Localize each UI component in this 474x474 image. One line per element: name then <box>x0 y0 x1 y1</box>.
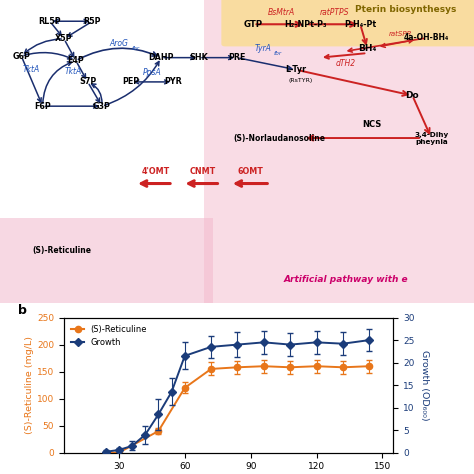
Text: L-Tyr: L-Tyr <box>286 65 307 74</box>
Text: fbr: fbr <box>274 51 282 55</box>
Text: R5P: R5P <box>84 17 101 26</box>
Text: fbr: fbr <box>132 46 140 51</box>
Text: dTH2: dTH2 <box>336 59 356 68</box>
Text: TktA: TktA <box>22 65 39 74</box>
FancyBboxPatch shape <box>0 219 213 303</box>
Text: RL5P: RL5P <box>38 17 61 26</box>
Text: AroG: AroG <box>109 39 128 48</box>
Text: Pterin biosynthesys: Pterin biosynthesys <box>355 5 456 14</box>
Text: PRE: PRE <box>228 53 246 62</box>
Text: TktA: TktA <box>65 67 82 76</box>
Text: E4P: E4P <box>67 56 84 65</box>
Text: DAHP: DAHP <box>148 53 174 62</box>
Text: 6OMT: 6OMT <box>237 167 263 176</box>
Text: S7P: S7P <box>79 77 96 86</box>
Text: GTP: GTP <box>244 20 263 29</box>
Text: BsMtrA: BsMtrA <box>267 8 295 17</box>
Text: CNMT: CNMT <box>190 167 216 176</box>
Text: ratPTPS: ratPTPS <box>319 8 349 17</box>
Text: Artificial pathway with e: Artificial pathway with e <box>284 274 408 283</box>
Text: (S)-Reticuline: (S)-Reticuline <box>32 246 91 255</box>
Text: BH₄: BH₄ <box>358 44 376 53</box>
Text: SHK: SHK <box>190 53 209 62</box>
Text: TyrA: TyrA <box>255 44 272 53</box>
FancyBboxPatch shape <box>221 0 474 46</box>
Y-axis label: (S)-Reticuline (mg/L): (S)-Reticuline (mg/L) <box>25 336 34 434</box>
Text: ratSPR: ratSPR <box>389 31 412 37</box>
Text: 3,4-Dihy
pheynla: 3,4-Dihy pheynla <box>414 131 448 145</box>
Text: b: b <box>18 304 27 317</box>
Text: PpsA: PpsA <box>142 68 161 77</box>
Text: (RsTYR): (RsTYR) <box>289 78 313 83</box>
Text: P-H₄-Pt: P-H₄-Pt <box>344 20 376 29</box>
Text: H₂-NPt-P₃: H₂-NPt-P₃ <box>284 20 327 29</box>
Text: PYR: PYR <box>164 77 182 86</box>
Polygon shape <box>204 0 474 303</box>
Text: X5P: X5P <box>55 34 73 43</box>
Text: (S)-Norlaudanosoline: (S)-Norlaudanosoline <box>234 134 326 143</box>
Text: 4'OMT: 4'OMT <box>141 167 170 176</box>
Text: G6P: G6P <box>12 52 30 61</box>
Text: PEP: PEP <box>122 77 139 86</box>
Y-axis label: Growth (OD₆₀₀): Growth (OD₆₀₀) <box>419 350 428 420</box>
Text: NCS: NCS <box>363 120 382 129</box>
Legend: (S)-Reticuline, Growth: (S)-Reticuline, Growth <box>68 322 150 351</box>
Text: Do: Do <box>406 91 419 100</box>
Text: F6P: F6P <box>34 102 51 110</box>
Text: G3P: G3P <box>93 102 111 110</box>
Text: 4a-OH-BH₄: 4a-OH-BH₄ <box>404 34 449 42</box>
